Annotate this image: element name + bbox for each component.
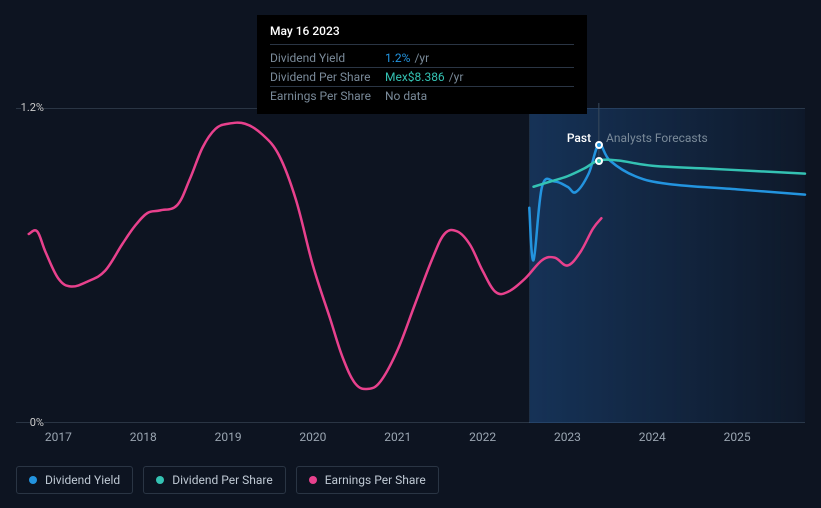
- legend-label: Earnings Per Share: [325, 473, 426, 487]
- legend-label: Dividend Yield: [45, 473, 120, 487]
- legend-dot-icon: [29, 476, 37, 484]
- legend-dot-icon: [156, 476, 164, 484]
- series-line: [529, 144, 805, 260]
- legend-label: Dividend Per Share: [172, 473, 273, 487]
- tooltip-row: Earnings Per ShareNo data: [270, 87, 574, 105]
- legend-dot-icon: [309, 476, 317, 484]
- chart-plot-area[interactable]: Past Analysts Forecasts 1.2%0%: [16, 108, 805, 423]
- series-line: [29, 123, 602, 389]
- x-axis-tick-label: 2018: [130, 430, 157, 444]
- x-axis-tick-label: 2024: [639, 430, 666, 444]
- tooltip-row-label: Dividend Yield: [270, 51, 385, 65]
- tooltip-row-label: Earnings Per Share: [270, 89, 385, 103]
- x-axis-tick-label: 2021: [384, 430, 411, 444]
- past-forecast-labels: Past Analysts Forecasts: [567, 131, 708, 145]
- x-axis-tick-label: 2019: [215, 430, 242, 444]
- x-axis-tick-label: 2017: [45, 430, 72, 444]
- x-axis: 2017 2018 2019 2020 2021 2022 2023 2024 2025: [16, 430, 805, 448]
- chart-lines-svg: [16, 108, 805, 423]
- legend-item[interactable]: Dividend Yield: [16, 466, 133, 494]
- y-axis-tick-label: 1.2%: [21, 101, 44, 114]
- chart-container: May 16 2023 Dividend Yield1.2%/yrDividen…: [0, 0, 821, 508]
- past-label: Past: [567, 131, 591, 145]
- tooltip-row-label: Dividend Per Share: [270, 70, 385, 84]
- legend-item[interactable]: Earnings Per Share: [296, 466, 439, 494]
- tooltip-row: Dividend Yield1.2%/yr: [270, 49, 574, 68]
- x-axis-tick-label: 2023: [554, 430, 581, 444]
- forecast-label: Analysts Forecasts: [606, 131, 708, 145]
- tooltip-row: Dividend Per ShareMex$8.386/yr: [270, 68, 574, 87]
- series-marker: [595, 141, 603, 149]
- tooltip-row-value: No data: [385, 89, 574, 103]
- hover-tooltip: May 16 2023 Dividend Yield1.2%/yrDividen…: [257, 15, 587, 114]
- x-axis-tick-label: 2025: [724, 430, 751, 444]
- y-axis-tick-label: 0%: [30, 416, 44, 429]
- series-line: [534, 160, 805, 187]
- tooltip-date: May 16 2023: [270, 24, 574, 45]
- x-axis-tick-label: 2022: [469, 430, 496, 444]
- legend-item[interactable]: Dividend Per Share: [143, 466, 286, 494]
- x-axis-tick-label: 2020: [299, 430, 326, 444]
- series-marker: [595, 157, 603, 165]
- chart-legend: Dividend Yield Dividend Per Share Earnings…: [16, 466, 439, 494]
- tooltip-row-value: 1.2%/yr: [385, 51, 574, 65]
- tooltip-row-value: Mex$8.386/yr: [385, 70, 574, 84]
